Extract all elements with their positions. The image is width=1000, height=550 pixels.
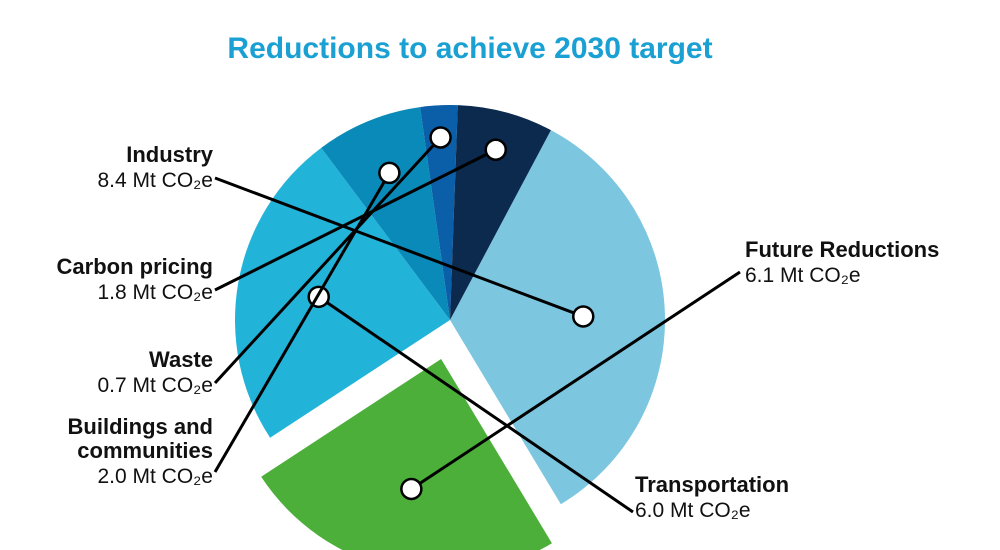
slice-name-industry: Industry (126, 142, 214, 167)
leader-line-future-reductions (410, 270, 741, 491)
marker-dot-waste (429, 126, 452, 149)
marker-dot-future-reductions (400, 477, 423, 501)
marker-dot-industry (572, 305, 595, 328)
marker-dot-carbon-pricing (484, 138, 507, 161)
marker-dot-buildings-and-communities (378, 161, 401, 185)
leader-line-waste (213, 136, 442, 385)
slice-value-carbon-pricing: 1.8 Mt CO₂e (97, 281, 213, 304)
pie-slice-future-reductions (261, 358, 552, 550)
leader-line-carbon-pricing (214, 148, 497, 292)
chart-title: Reductions to achieve 2030 target (227, 32, 712, 65)
slice-value-industry: 8.4 Mt CO₂e (97, 169, 213, 192)
slice-name-transportation: Transportation (635, 472, 789, 497)
slice-value-buildings-and-communities: 2.0 Mt CO₂e (97, 465, 213, 488)
slice-value-transportation: 6.0 Mt CO₂e (635, 499, 751, 522)
pie-slices (235, 105, 665, 550)
slice-name-waste: Waste (149, 347, 213, 372)
slice-value-waste: 0.7 Mt CO₂e (97, 374, 213, 397)
slice-value-future-reductions: 6.1 Mt CO₂e (745, 264, 861, 287)
pie-slice-transportation (235, 147, 450, 438)
leader-lines (213, 126, 741, 514)
slice-name-future-reductions: Future Reductions (745, 237, 939, 262)
slice-name-buildings-and-communities: Buildings and communities (68, 414, 213, 463)
slice-name-carbon-pricing: Carbon pricing (57, 254, 213, 279)
pie-slice-industry (450, 130, 665, 505)
leader-line-industry (214, 176, 584, 318)
leader-line-transportation (317, 295, 634, 514)
